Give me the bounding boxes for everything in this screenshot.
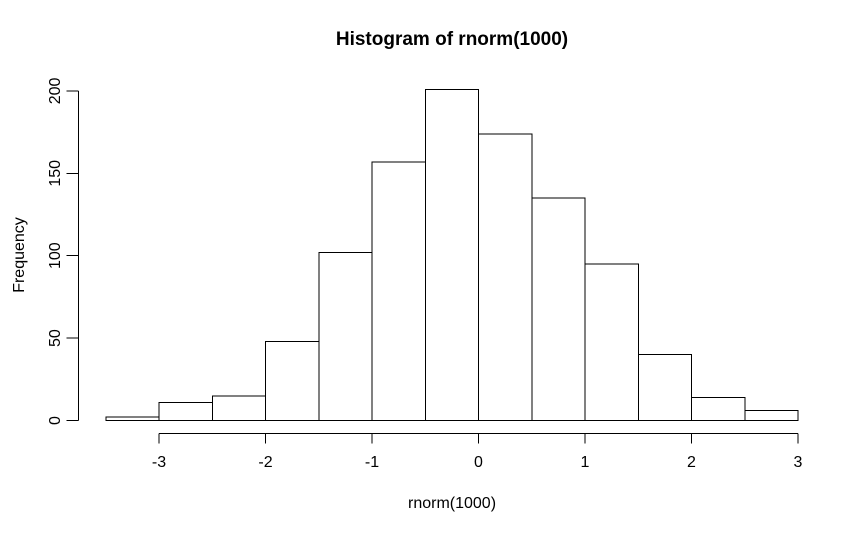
x-axis-tick-label: 1 — [581, 454, 590, 471]
histogram-bar — [744, 410, 799, 421]
histogram-bar — [637, 354, 692, 421]
y-axis: 0 50 100 150 200 — [47, 77, 79, 425]
histogram-bar — [371, 161, 426, 421]
histogram-bar — [158, 401, 213, 421]
y-axis-tick-label: 0 — [47, 416, 64, 425]
x-axis-tick-label: -2 — [258, 454, 272, 471]
histogram-bar — [211, 395, 266, 421]
histogram-bar — [105, 416, 160, 422]
y-axis-title: Frequency — [11, 217, 28, 293]
histogram-bar — [478, 133, 533, 421]
y-axis-tick-label: 100 — [47, 242, 64, 269]
y-axis-tick-label: 50 — [47, 329, 64, 347]
histogram-bar — [691, 396, 746, 421]
x-axis-tick-label: -1 — [365, 454, 379, 471]
histogram-bar — [424, 88, 479, 421]
y-axis-tick-label: 150 — [47, 160, 64, 187]
histogram-bar — [531, 197, 586, 421]
x-axis-tick-label: 2 — [687, 454, 696, 471]
plot-title: Histogram of rnorm(1000) — [336, 29, 568, 50]
x-axis-tick-label: -3 — [152, 454, 166, 471]
histogram-bar — [318, 251, 373, 421]
histogram-bar — [584, 263, 639, 421]
histogram-bar — [265, 340, 320, 421]
histogram-bars — [105, 88, 799, 422]
x-axis-title: rnorm(1000) — [408, 495, 496, 512]
y-axis-tick-label: 200 — [47, 77, 64, 104]
x-axis: -3 -2 -1 0 1 2 3 — [152, 433, 803, 471]
x-axis-tick-label: 0 — [474, 454, 483, 471]
x-axis-tick-label: 3 — [794, 454, 803, 471]
